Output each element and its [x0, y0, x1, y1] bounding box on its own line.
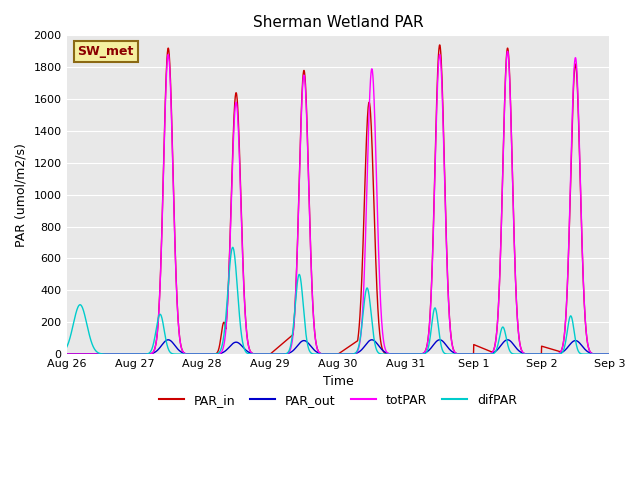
totPAR — [63, 351, 70, 357]
Line: PAR_out: PAR_out — [67, 340, 609, 354]
PAR_in — [532, 351, 540, 357]
Title: Sherman Wetland PAR: Sherman Wetland PAR — [253, 15, 423, 30]
totPAR — [598, 351, 605, 357]
totPAR — [501, 87, 509, 93]
Y-axis label: PAR (umol/m2/s): PAR (umol/m2/s) — [15, 143, 28, 247]
totPAR — [234, 116, 242, 122]
PAR_out — [532, 351, 540, 357]
PAR_in — [436, 42, 444, 48]
difPAR — [117, 351, 125, 357]
totPAR — [371, 102, 378, 108]
difPAR — [229, 244, 237, 250]
Line: difPAR: difPAR — [67, 247, 609, 354]
PAR_out — [164, 337, 172, 343]
difPAR — [234, 295, 242, 301]
PAR_in — [234, 108, 242, 113]
difPAR — [502, 331, 509, 336]
PAR_in — [117, 351, 125, 357]
PAR_in — [63, 351, 70, 357]
PAR_out — [234, 340, 242, 346]
PAR_out — [605, 351, 613, 357]
difPAR — [605, 351, 613, 357]
totPAR — [117, 351, 125, 357]
Text: SW_met: SW_met — [77, 45, 134, 58]
difPAR — [63, 345, 70, 350]
difPAR — [538, 351, 545, 357]
PAR_out — [63, 351, 70, 357]
totPAR — [605, 351, 613, 357]
Line: totPAR: totPAR — [67, 51, 609, 354]
Legend: PAR_in, PAR_out, totPAR, difPAR: PAR_in, PAR_out, totPAR, difPAR — [154, 389, 522, 412]
totPAR — [532, 351, 540, 357]
X-axis label: Time: Time — [323, 374, 353, 387]
PAR_out — [117, 351, 125, 357]
PAR_in — [598, 351, 605, 357]
PAR_in — [605, 351, 613, 357]
PAR_out — [598, 351, 605, 357]
PAR_in — [502, 78, 509, 84]
difPAR — [598, 351, 606, 357]
PAR_out — [371, 338, 378, 344]
PAR_out — [502, 338, 509, 344]
Line: PAR_in: PAR_in — [67, 45, 609, 354]
totPAR — [504, 48, 511, 54]
PAR_in — [371, 213, 378, 218]
difPAR — [532, 351, 540, 357]
difPAR — [371, 339, 378, 345]
